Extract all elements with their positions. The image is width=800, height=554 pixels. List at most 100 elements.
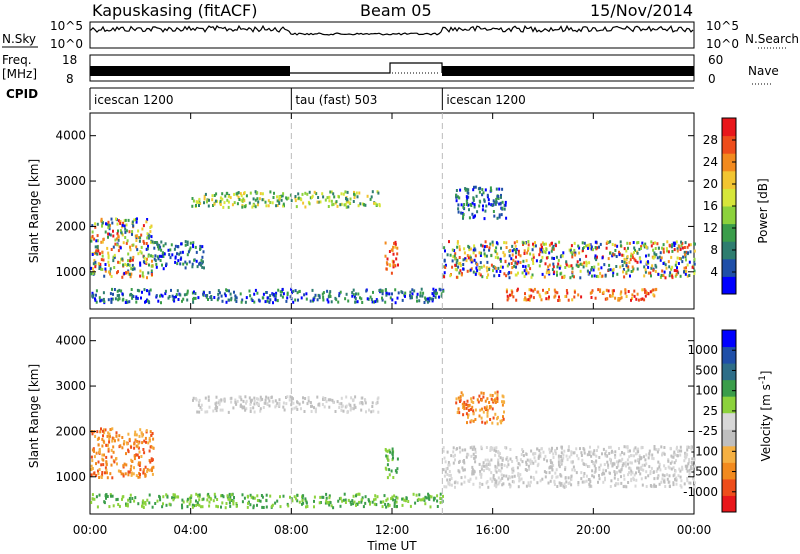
heat-cell: [353, 403, 356, 407]
heat-cell: [686, 469, 689, 473]
heat-cell: [447, 482, 450, 486]
heat-cell: [691, 467, 694, 471]
heat-cell: [385, 467, 388, 471]
heat-cell: [651, 456, 654, 460]
heat-cell: [120, 231, 123, 235]
heat-cell: [200, 403, 203, 407]
heat-cell: [493, 214, 496, 218]
heat-cell: [94, 245, 97, 249]
heat-cell: [666, 249, 669, 253]
heat-cell: [681, 246, 684, 250]
heat-cell: [499, 257, 502, 261]
heat-cell: [269, 294, 272, 298]
heat-cell: [675, 478, 678, 482]
colorbar-swatch: [722, 241, 736, 260]
heat-cell: [478, 485, 481, 489]
heat-cell: [618, 447, 620, 450]
heat-cell: [100, 298, 103, 302]
heat-cell: [162, 267, 165, 271]
heat-cell: [613, 462, 616, 466]
heat-cell: [480, 445, 483, 449]
heat-cell: [675, 273, 678, 276]
heat-cell: [580, 471, 583, 475]
heat-cell: [473, 258, 476, 262]
heat-cell: [173, 299, 176, 303]
power-frame: [89, 112, 695, 310]
heat-cell: [212, 499, 215, 503]
heat-cell: [426, 300, 429, 304]
heat-cell: [254, 198, 257, 202]
heat-cell: [192, 396, 195, 400]
heat-cell: [387, 502, 390, 506]
heat-cell: [631, 293, 634, 297]
heat-cell: [468, 403, 471, 407]
heat-cell: [468, 216, 471, 220]
heat-cell: [536, 481, 539, 485]
heat-cell: [571, 252, 574, 256]
heat-cell: [563, 275, 566, 279]
heat-cell: [564, 476, 567, 480]
heat-cell: [131, 296, 134, 300]
heat-cell: [394, 469, 397, 473]
heat-cell: [330, 199, 333, 203]
heat-cell: [656, 476, 659, 480]
heat-cell: [91, 291, 94, 295]
heat-cell: [305, 500, 308, 504]
heat-cell: [392, 262, 395, 266]
heat-cell: [551, 268, 554, 272]
heat-cell: [144, 436, 147, 440]
colorbar-tick-label: 16: [703, 199, 718, 213]
heat-cell: [570, 244, 573, 248]
heat-cell: [421, 498, 424, 502]
heat-cell: [570, 478, 573, 481]
heat-cell: [291, 291, 293, 295]
heat-cell: [121, 298, 124, 302]
heat-cell: [195, 499, 197, 503]
heat-cell: [555, 468, 558, 472]
heat-cell: [146, 232, 149, 236]
heat-cell: [93, 251, 96, 255]
heat-cell: [456, 240, 459, 244]
heat-cell: [538, 264, 541, 268]
heat-cell: [155, 294, 158, 298]
heat-cell: [308, 202, 311, 206]
heat-cell: [542, 247, 545, 251]
heat-cell: [485, 254, 488, 258]
heat-cell: [195, 492, 198, 496]
heat-cell: [599, 463, 602, 467]
heat-cell: [352, 494, 355, 498]
heat-cell: [350, 396, 353, 400]
heat-cell: [633, 473, 636, 477]
heat-cell: [121, 257, 124, 261]
heat-cell: [545, 248, 548, 251]
heat-cell: [564, 266, 567, 269]
heat-cell: [513, 241, 516, 245]
heat-cell: [462, 258, 465, 262]
heat-cell: [279, 195, 281, 199]
heat-cell: [478, 272, 481, 276]
heat-cell: [480, 416, 483, 420]
heat-cell: [588, 450, 591, 454]
heat-cell: [541, 245, 543, 249]
heat-cell: [456, 258, 459, 262]
heat-cell: [98, 493, 101, 497]
heat-cell: [678, 257, 681, 260]
heat-cell: [166, 494, 169, 498]
heat-cell: [101, 254, 104, 258]
heat-cell: [548, 447, 551, 451]
heat-cell: [497, 476, 500, 480]
heat-cell: [639, 260, 642, 264]
heat-cell: [588, 246, 591, 250]
heat-cell: [637, 241, 640, 244]
heat-cell: [470, 260, 473, 264]
heat-cell: [608, 263, 611, 267]
heat-cell: [353, 190, 355, 194]
heat-cell: [286, 395, 289, 399]
heat-cell: [518, 463, 521, 467]
heat-cell: [458, 411, 461, 415]
heat-cell: [572, 465, 575, 469]
heat-cell: [109, 267, 112, 271]
heat-cell: [558, 463, 560, 467]
